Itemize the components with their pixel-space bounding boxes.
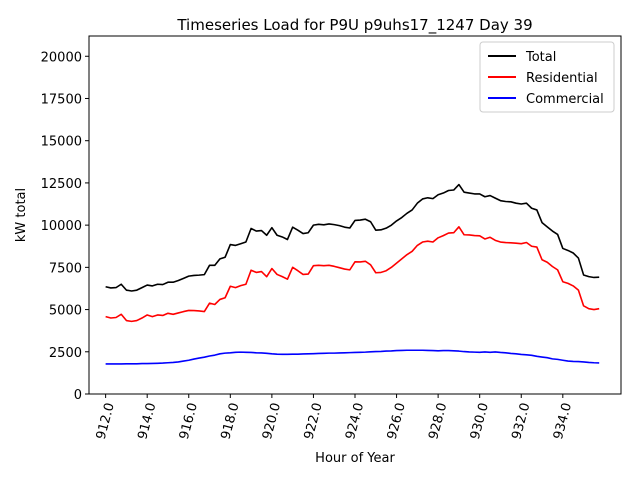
series-line-total (105, 183, 600, 292)
legend-box (479, 41, 615, 113)
y-tick-label: 2500 (49, 346, 82, 361)
legend-label-residential: Residential (526, 71, 598, 86)
series-line-residential (105, 226, 600, 323)
y-tick-label: 20000 (41, 50, 82, 65)
series-line-commercial (105, 349, 600, 365)
y-tick-label: 10000 (41, 219, 82, 234)
chart-title: Timeseries Load for P9U p9uhs17_1247 Day… (176, 16, 532, 35)
legend-label-total: Total (525, 50, 556, 65)
y-tick-label: 7500 (49, 261, 82, 276)
y-axis: 0 2500 5000 7500 10000 12500 15000 17500 20000 (41, 50, 89, 403)
series-layer (105, 183, 600, 365)
y-tick-label: 5000 (49, 304, 82, 319)
legend-label-commercial: Commercial (526, 92, 604, 107)
y-tick-label: 15000 (41, 135, 82, 150)
y-tick-label: 12500 (41, 177, 82, 192)
y-tick-label: 0 (74, 388, 82, 403)
y-tick-label: 17500 (41, 92, 82, 107)
y-axis-label: kW total (14, 188, 29, 242)
x-axis-label: Hour of Year (315, 451, 395, 466)
legend: Total Residential Commercial (479, 41, 615, 113)
